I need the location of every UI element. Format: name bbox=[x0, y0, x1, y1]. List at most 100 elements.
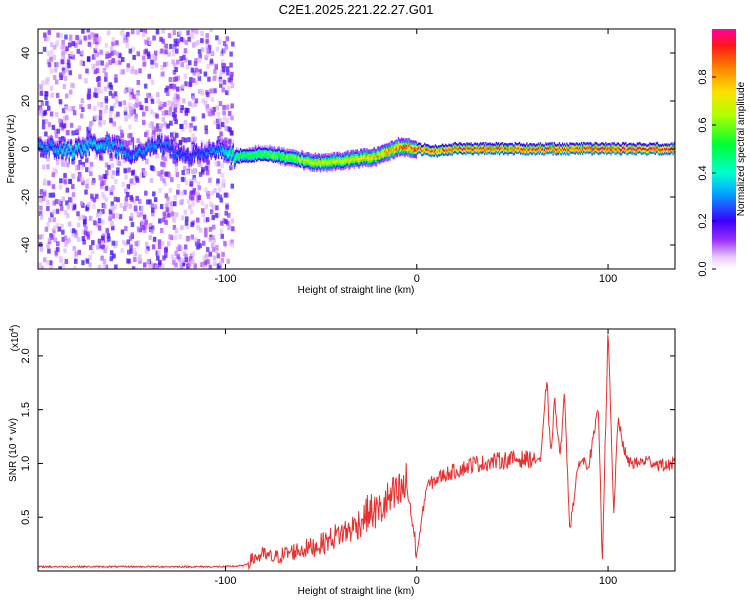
heatmap-cell bbox=[64, 149, 66, 153]
heatmap-cell bbox=[66, 204, 71, 210]
heatmap-cell bbox=[362, 150, 364, 153]
heatmap-cell bbox=[104, 72, 108, 78]
heatmap-cell bbox=[450, 150, 452, 153]
heatmap-cell bbox=[375, 157, 378, 161]
heatmap-cell bbox=[481, 151, 484, 154]
heatmap-cell bbox=[184, 57, 188, 63]
heatmap-cell bbox=[58, 72, 63, 78]
heatmap-cell bbox=[69, 143, 71, 146]
heatmap-cell bbox=[167, 172, 172, 178]
heatmap-cell bbox=[262, 152, 264, 155]
heatmap-cell bbox=[399, 145, 402, 148]
heatmap-cell bbox=[244, 155, 246, 158]
heatmap-cell bbox=[49, 111, 54, 117]
heatmap-cell bbox=[180, 198, 185, 204]
heatmap-cell bbox=[55, 154, 58, 157]
heatmap-cell bbox=[102, 259, 107, 265]
heatmap-cell bbox=[144, 151, 146, 154]
heatmap-cell bbox=[317, 165, 320, 169]
heatmap-cell bbox=[64, 145, 66, 148]
heatmap-cell bbox=[304, 159, 306, 162]
heatmap-cell bbox=[370, 160, 372, 163]
heatmap-cell bbox=[142, 214, 147, 220]
heatmap-cell bbox=[68, 146, 70, 149]
heatmap-cell bbox=[96, 143, 99, 146]
heatmap-cell bbox=[156, 133, 159, 136]
heatmap-cell bbox=[287, 153, 289, 156]
heatmap-cell bbox=[74, 146, 77, 150]
heatmap-cell bbox=[151, 142, 154, 145]
heatmap-cell bbox=[172, 43, 177, 49]
heatmap-cell bbox=[219, 82, 223, 88]
heatmap-cell bbox=[587, 144, 589, 147]
heatmap-cell bbox=[206, 145, 208, 148]
heatmap-cell bbox=[611, 148, 613, 151]
heatmap-cell bbox=[408, 142, 410, 145]
heatmap-cell bbox=[225, 153, 227, 156]
heatmap-cell bbox=[419, 142, 422, 146]
heatmap-cell bbox=[209, 141, 211, 145]
heatmap-cell bbox=[121, 156, 123, 160]
heatmap-cell bbox=[67, 147, 69, 151]
heatmap-cell bbox=[512, 144, 514, 147]
heatmap-cell bbox=[338, 166, 341, 170]
heatmap-cell bbox=[274, 156, 277, 159]
heatmap-cell bbox=[329, 155, 331, 159]
heatmap-cell bbox=[164, 49, 168, 55]
heatmap-cell bbox=[566, 148, 568, 152]
heatmap-cell bbox=[527, 144, 529, 147]
heatmap-cell bbox=[293, 156, 296, 159]
heatmap-cell bbox=[104, 96, 109, 102]
heatmap-cell bbox=[140, 150, 142, 154]
heatmap-cell bbox=[63, 119, 67, 125]
heatmap-cell bbox=[384, 145, 386, 149]
heatmap-cell bbox=[224, 157, 226, 161]
heatmap-cell bbox=[535, 150, 538, 153]
heatmap-cell bbox=[104, 185, 109, 191]
heatmap-cell bbox=[286, 159, 288, 162]
heatmap-cell bbox=[620, 148, 623, 152]
heatmap-cell bbox=[163, 156, 168, 162]
heatmap-cell bbox=[251, 151, 253, 154]
heatmap-cell bbox=[556, 143, 559, 147]
heatmap-cell bbox=[135, 176, 139, 182]
heatmap-cell bbox=[282, 162, 284, 166]
heatmap-cell bbox=[339, 152, 342, 156]
heatmap-cell bbox=[88, 244, 93, 250]
heatmap-cell bbox=[179, 56, 183, 62]
heatmap-cell bbox=[425, 152, 427, 156]
heatmap-cell bbox=[114, 113, 118, 119]
heatmap-cell bbox=[403, 137, 405, 141]
heatmap-cell bbox=[459, 142, 462, 145]
heatmap-cell bbox=[105, 135, 107, 138]
heatmap-cell bbox=[117, 149, 120, 152]
heatmap-cell bbox=[301, 150, 303, 153]
heatmap-cell bbox=[40, 101, 45, 107]
heatmap-cell bbox=[85, 156, 87, 160]
heatmap-cell bbox=[397, 143, 400, 147]
heatmap-cell bbox=[39, 136, 41, 139]
heatmap-cell bbox=[442, 150, 444, 153]
heatmap-cell bbox=[150, 207, 155, 213]
heatmap-cell bbox=[124, 155, 126, 158]
heatmap-cell bbox=[307, 158, 309, 161]
heatmap-cell bbox=[80, 157, 82, 160]
heatmap-cell bbox=[318, 164, 321, 167]
heatmap-cell bbox=[115, 60, 119, 66]
heatmap-cell bbox=[168, 234, 172, 240]
heatmap-cell bbox=[266, 156, 268, 159]
heatmap-cell bbox=[489, 144, 491, 147]
heatmap-cell bbox=[592, 147, 594, 151]
heatmap-cell bbox=[453, 144, 455, 147]
heatmap-cell bbox=[295, 165, 298, 168]
heatmap-cell bbox=[186, 198, 191, 204]
heatmap-cell bbox=[131, 152, 134, 155]
heatmap-cell bbox=[574, 145, 576, 149]
heatmap-cell bbox=[83, 153, 85, 156]
heatmap-cell bbox=[276, 147, 279, 150]
heatmap-cell bbox=[209, 148, 211, 151]
heatmap-cell bbox=[115, 213, 120, 219]
heatmap-cell bbox=[387, 150, 389, 154]
heatmap-cell bbox=[100, 141, 102, 145]
heatmap-cell bbox=[79, 201, 84, 207]
